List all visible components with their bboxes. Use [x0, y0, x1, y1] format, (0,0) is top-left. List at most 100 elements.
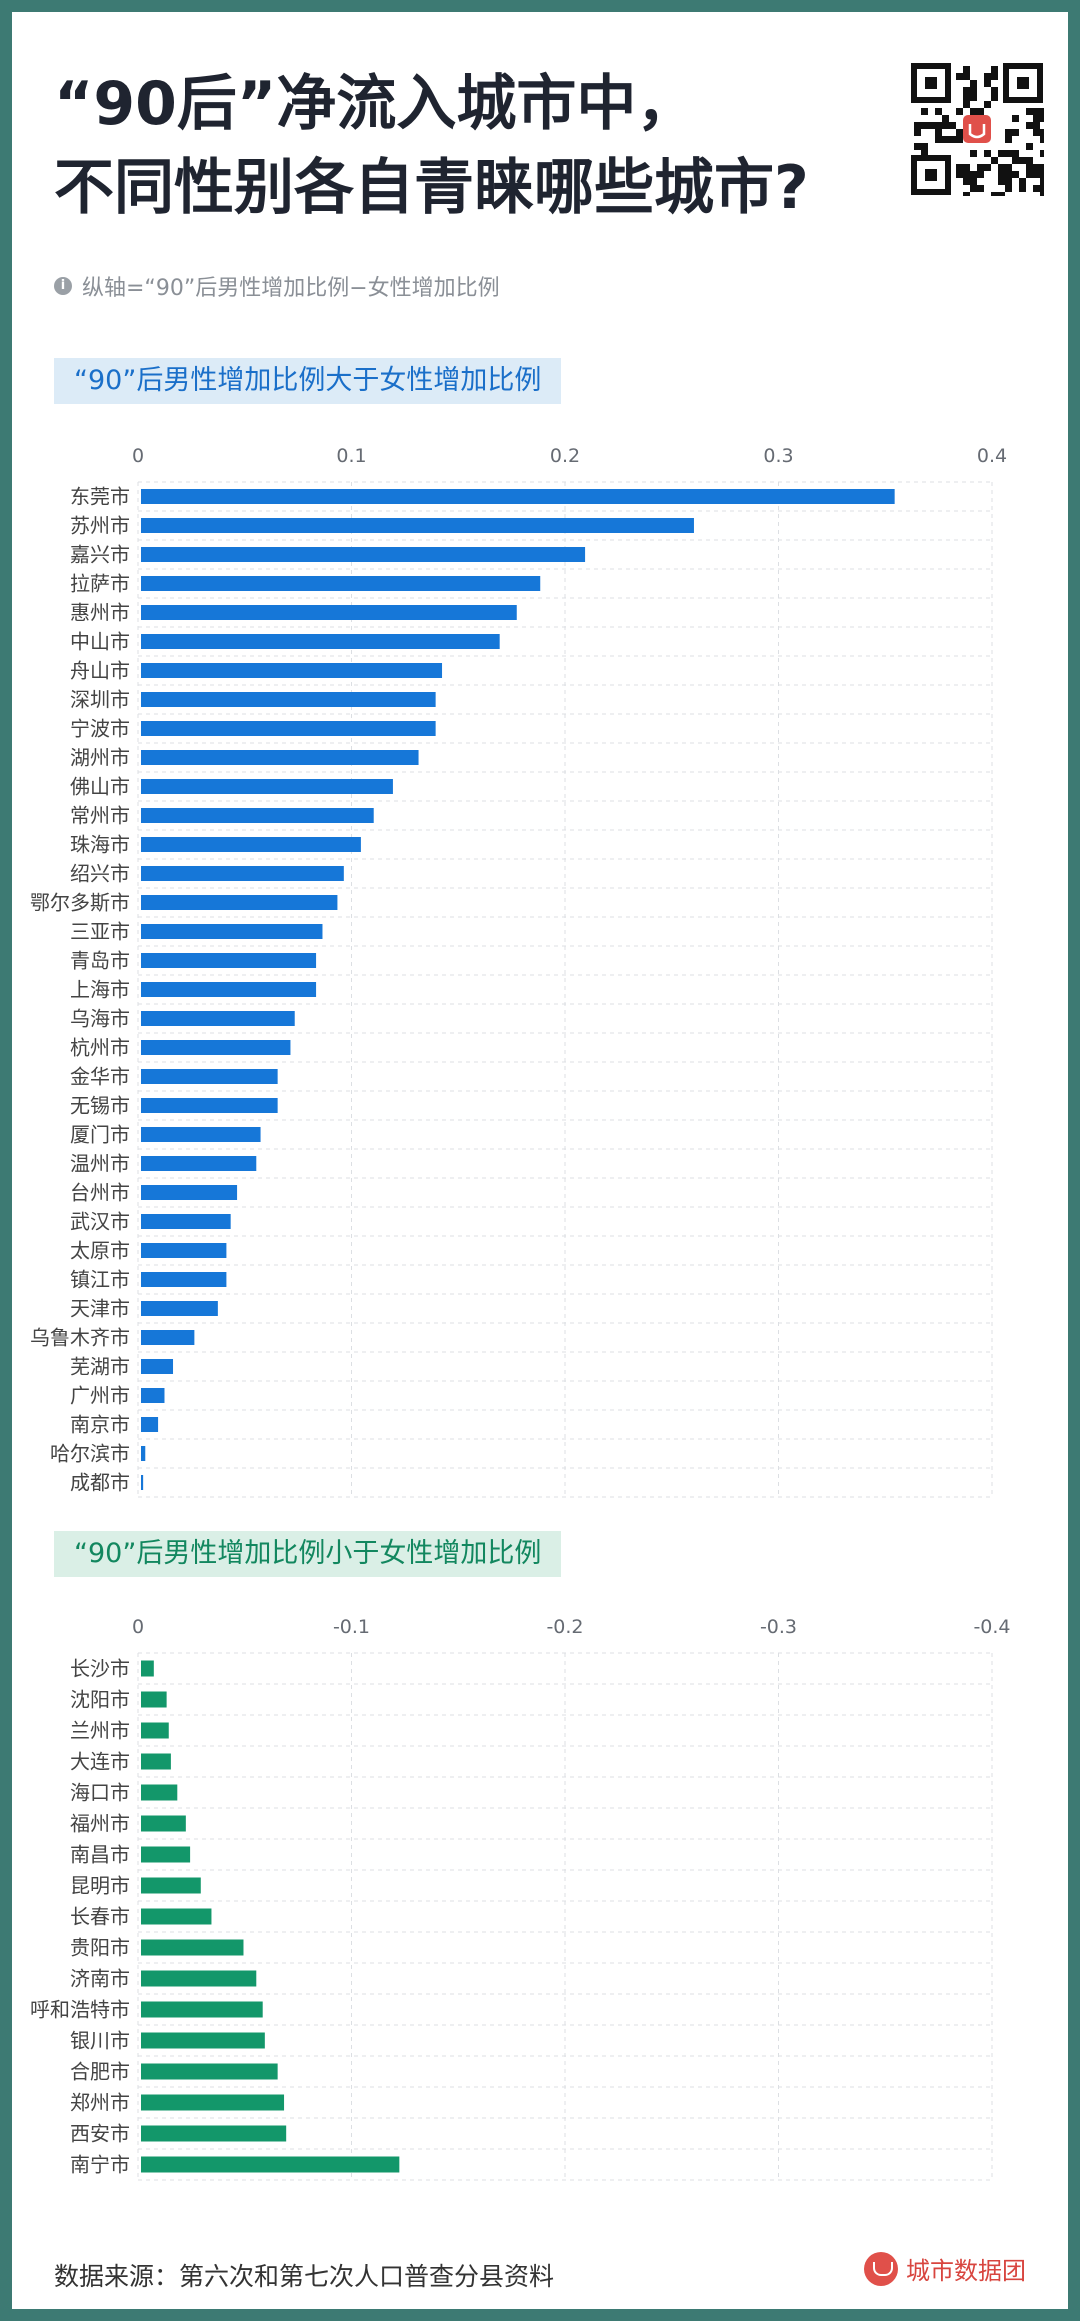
bar — [141, 1417, 159, 1432]
bar-chart-male-less: 0 -0.1 -0.2 -0.3 -0.4 长沙市沈阳市兰州市大连市海口市福州市南昌市昆明… — [30, 1616, 1011, 2181]
category-label: 成都市 — [70, 1471, 130, 1495]
category-label: 芜湖市 — [70, 1355, 130, 1379]
bar — [141, 1185, 238, 1200]
bar — [141, 576, 541, 591]
bar — [141, 1243, 227, 1258]
bar — [141, 2156, 400, 2173]
brand-logo-icon — [864, 2251, 898, 2286]
category-label: 济南市 — [70, 1967, 130, 1991]
category-label: 合肥市 — [70, 2060, 130, 2084]
category-label: 杭州市 — [70, 1036, 130, 1060]
x-tick-label: 0.4 — [977, 445, 1007, 467]
bar — [141, 1446, 146, 1461]
category-label: 南京市 — [70, 1413, 130, 1437]
category-label: 绍兴市 — [70, 862, 130, 886]
category-label: 天津市 — [70, 1297, 130, 1321]
bar — [141, 1908, 212, 1925]
category-label: 哈尔滨市 — [50, 1442, 130, 1466]
info-icon: i — [54, 277, 72, 295]
category-label: 郑州市 — [70, 2091, 130, 2115]
category-label: 台州市 — [70, 1181, 130, 1205]
category-label: 东莞市 — [70, 485, 130, 509]
bar — [141, 2032, 265, 2049]
category-label: 昆明市 — [70, 1874, 130, 1898]
category-label: 南昌市 — [70, 1843, 130, 1867]
bar — [141, 2094, 285, 2111]
category-label: 南宁市 — [70, 2153, 130, 2177]
bar — [141, 779, 393, 794]
x-tick-label: -0.2 — [546, 1616, 583, 1638]
data-source: 数据来源：第六次和第七次人口普查分县资料 — [54, 2262, 555, 2291]
x-tick-label: 0.1 — [336, 445, 366, 467]
bar — [141, 1214, 231, 1229]
brand-name: 城市数据团 — [906, 2257, 1026, 2285]
category-label: 嘉兴市 — [70, 543, 130, 567]
category-label: 乌鲁木齐市 — [30, 1326, 130, 1350]
category-label: 乌海市 — [70, 1007, 130, 1031]
bar — [141, 1011, 295, 1026]
bar — [141, 1660, 154, 1677]
category-label: 鄂尔多斯市 — [30, 891, 130, 915]
bar — [141, 663, 443, 678]
category-label: 沈阳市 — [70, 1688, 130, 1712]
bar — [141, 1040, 291, 1055]
category-label: 长沙市 — [70, 1657, 130, 1681]
bar — [141, 1330, 195, 1345]
bar — [141, 1846, 191, 1863]
x-tick-label: 0.3 — [763, 445, 793, 467]
bar — [141, 1815, 186, 1832]
x-tick-label: 0 — [132, 445, 144, 467]
category-label: 三亚市 — [70, 920, 130, 944]
section-title-male-less: “90”后男性增加比例小于女性增加比例 — [54, 1531, 562, 1577]
bar — [141, 866, 344, 881]
bar — [141, 489, 895, 504]
bar-chart-male-greater: 0 0.1 0.2 0.3 0.4 东莞市苏州市嘉兴市拉萨市惠州市中山市舟山市深圳市宁波市… — [30, 445, 1007, 1498]
bar — [141, 547, 586, 562]
category-label: 福州市 — [70, 1812, 130, 1836]
bar — [141, 1301, 218, 1316]
category-label: 宁波市 — [70, 717, 130, 741]
category-label: 拉萨市 — [70, 572, 130, 596]
x-tick-label: 0.2 — [550, 445, 580, 467]
category-label: 贵阳市 — [70, 1936, 130, 1960]
bar — [141, 518, 694, 533]
bar — [141, 1970, 257, 1987]
section-title-male-greater: “90”后男性增加比例大于女性增加比例 — [54, 358, 562, 404]
x-tick-label: -0.1 — [333, 1616, 370, 1638]
bar — [141, 895, 338, 910]
bar — [141, 808, 374, 823]
bar — [141, 1753, 171, 1770]
bar — [141, 2125, 287, 2142]
qr-code — [910, 62, 1044, 196]
x-tick-label: -0.4 — [973, 1616, 1010, 1638]
bar — [141, 721, 436, 736]
bar — [141, 1098, 278, 1113]
bar — [141, 2063, 278, 2080]
category-label: 佛山市 — [70, 775, 130, 799]
bar — [141, 1475, 144, 1490]
category-label: 呼和浩特市 — [30, 1998, 130, 2022]
bar — [141, 634, 500, 649]
bar — [141, 2001, 263, 2018]
bar — [141, 953, 317, 968]
x-tick-label: 0 — [132, 1616, 144, 1638]
bar — [141, 692, 436, 707]
bar — [141, 1722, 169, 1739]
bar — [141, 1156, 257, 1171]
category-label: 海口市 — [70, 1781, 130, 1805]
category-label: 苏州市 — [70, 514, 130, 538]
bar — [141, 1784, 178, 1801]
category-label: 常州市 — [70, 804, 130, 828]
infographic-card: “90后”净流入城市中， 不同性别各自青睐哪些城市? i 纵轴=“90”后男性增… — [12, 12, 1068, 2309]
category-label: 湖州市 — [70, 746, 130, 770]
category-label: 厦门市 — [70, 1123, 130, 1147]
bar — [141, 1127, 261, 1142]
page-title: “90后”净流入城市中， 不同性别各自青睐哪些城市? — [54, 69, 809, 223]
category-label: 深圳市 — [70, 688, 130, 712]
category-label: 温州市 — [70, 1152, 130, 1176]
category-label: 上海市 — [70, 978, 130, 1002]
category-label: 青岛市 — [70, 949, 130, 973]
bar — [141, 750, 419, 765]
brand: 城市数据团 — [864, 2251, 1026, 2286]
category-label: 无锡市 — [70, 1094, 130, 1118]
